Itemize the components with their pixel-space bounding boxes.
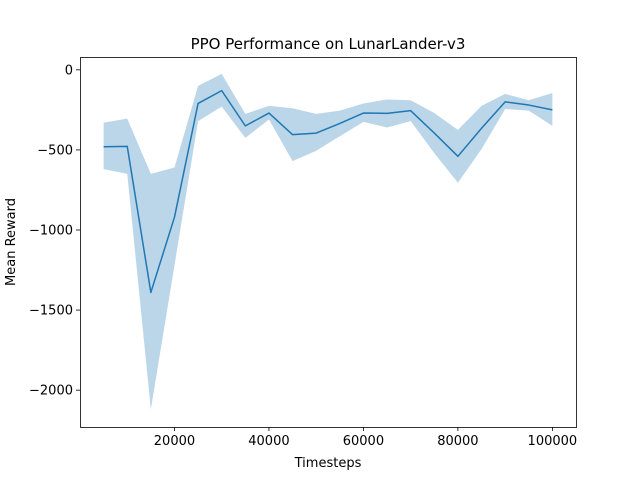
x-axis: 20000 40000 60000 80000 100000 [154,427,577,449]
confidence-band [103,73,553,410]
y-tick-label: −1000 [29,223,73,238]
y-tick-label: 0 [65,63,73,78]
x-axis-label: Timesteps [294,456,362,471]
x-tick-label: 20000 [154,434,195,449]
plot-area [103,73,553,410]
x-tick-label: 40000 [248,434,289,449]
plot-frame [80,57,577,428]
chart-title: PPO Performance on LunarLander-v3 [191,35,466,53]
y-tick-label: −1500 [29,304,73,319]
mean-reward-line [103,89,553,294]
x-tick-label: 100000 [528,434,578,449]
y-tick-label: −2000 [29,384,73,399]
x-tick-label: 60000 [343,434,384,449]
y-tick-label: −500 [37,143,73,158]
y-axis: 0 −500 −1000 −1500 −2000 [29,63,80,399]
y-axis-label: Mean Reward [4,198,19,286]
x-tick-label: 80000 [437,434,478,449]
